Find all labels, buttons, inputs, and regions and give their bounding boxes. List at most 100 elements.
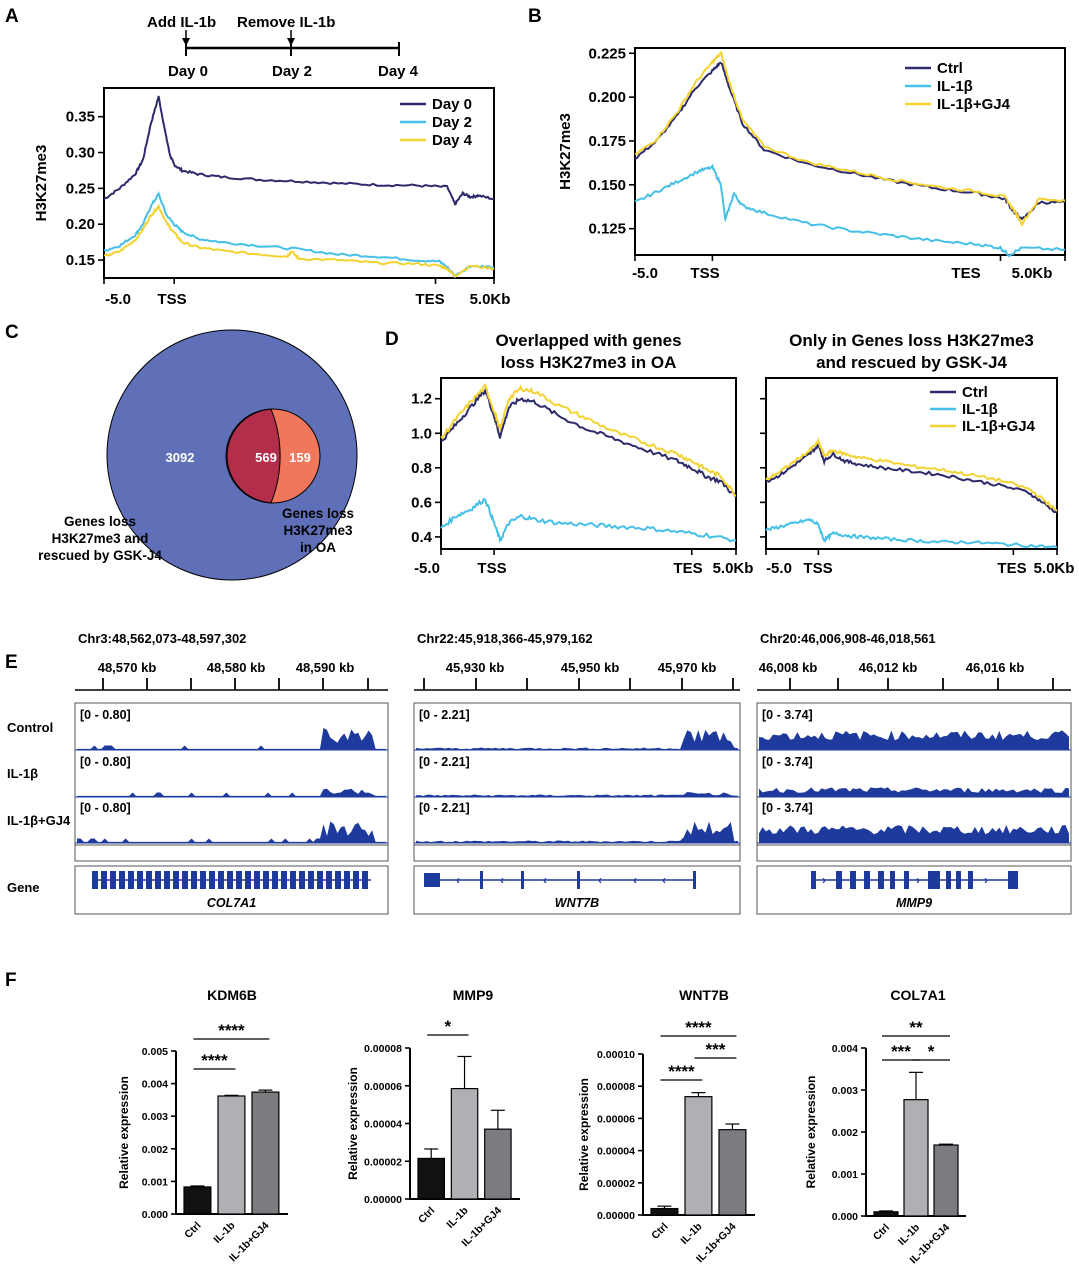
gene-name-2: MMP9 — [896, 896, 932, 910]
gene-exon-0 — [353, 871, 359, 889]
track-signal-1-0 — [416, 729, 738, 750]
bar-x-label-F4-0: Ctrl — [871, 1222, 892, 1243]
gene-exon-0 — [308, 871, 314, 889]
gene-exon-0 — [317, 871, 323, 889]
x-tick-label-A-0: -5.0 — [105, 291, 131, 308]
bar-y-tick-label-F4-0: 0.000 — [832, 1211, 858, 1223]
bar-F4-2 — [933, 1144, 959, 1217]
timeline-arrowhead-0 — [182, 38, 190, 46]
gene-exon-2 — [836, 871, 842, 889]
gene-exon-2 — [811, 871, 816, 889]
bar-y-tick-label-F3-4: 0.00008 — [597, 1081, 635, 1093]
sig-label-F4-1: * — [928, 1042, 935, 1061]
gene-exon-1 — [577, 871, 580, 889]
gene-exon-0 — [209, 871, 215, 889]
sig-label-F3-0: **** — [668, 1062, 695, 1081]
bar-F4-1 — [903, 1099, 929, 1217]
bar-y-tick-label-F1-3: 0.003 — [142, 1111, 168, 1123]
series-line-A-0 — [103, 95, 495, 206]
ruler-label-0-0: 48,570 kb — [98, 660, 157, 675]
ruler-label-2-1: 46,012 kb — [859, 660, 918, 675]
gene-exon-0 — [155, 871, 161, 889]
bar-F1-1 — [217, 1095, 246, 1215]
series-line-D2-2 — [765, 436, 1058, 512]
track-signal-1-2 — [416, 821, 738, 843]
gene-strand-arrow-1: ‹ — [500, 873, 504, 887]
legend-label-B-1: IL-1β — [937, 78, 973, 95]
gene-exon-2 — [946, 871, 951, 889]
bar-x-label-F4-1: IL-1b — [896, 1222, 922, 1248]
panel-label-c: C — [5, 322, 19, 343]
bar-y-tick-label-F3-5: 0.00010 — [597, 1049, 635, 1061]
sig-label-F2-0: * — [445, 1017, 452, 1036]
track-range-1-2: [0 - 2.21] — [419, 801, 470, 815]
bar-y-tick-label-F1-1: 0.001 — [142, 1176, 168, 1188]
bar-y-tick-label-F3-1: 0.00002 — [597, 1178, 635, 1190]
series-line-D1-1 — [440, 497, 737, 543]
x-tick-label-B-1: TSS — [690, 265, 719, 282]
gene-exon-0 — [362, 871, 368, 889]
legend-label-A-2: Day 4 — [432, 132, 473, 149]
track-range-2-0: [0 - 3.74] — [762, 708, 813, 722]
y-tick-label-D1-3: 1.0 — [411, 425, 432, 442]
gene-exon-0 — [254, 871, 260, 889]
timeline-day-0: Day 0 — [168, 63, 208, 80]
gene-exon-0 — [290, 871, 296, 889]
gene-name-1: WNT7B — [555, 896, 599, 910]
venn-label-left-1: H3K27me3 and — [52, 531, 149, 546]
legend-label-D2-1: IL-1β — [962, 401, 998, 418]
venn-label-right-1: H3K27me3 — [283, 523, 353, 538]
bar-x-label-F3-1: IL-1b — [678, 1221, 704, 1247]
track-signal-0-1 — [77, 788, 386, 797]
bar-F3-1 — [684, 1096, 713, 1216]
y-tick-label-A-0: 0.15 — [66, 252, 95, 269]
track-range-1-0: [0 - 2.21] — [419, 708, 470, 722]
legend-label-A-1: Day 2 — [432, 114, 472, 131]
gene-exon-0 — [110, 871, 116, 889]
track-row-label-3: Gene — [7, 880, 40, 895]
bar-F2-0 — [417, 1157, 445, 1200]
series-line-D2-1 — [765, 517, 1058, 549]
bar-y-tick-label-F3-3: 0.00006 — [597, 1113, 635, 1125]
track-range-0-0: [0 - 0.80] — [80, 708, 131, 722]
bar-y-tick-label-F2-3: 0.00006 — [364, 1081, 402, 1093]
y-tick-label-B-0: 0.125 — [588, 221, 626, 238]
x-tick-label-A-1: TSS — [157, 291, 186, 308]
x-tick-label-A-3: 5.0Kb — [470, 291, 511, 308]
gene-strand-arrow-1: ‹ — [662, 873, 666, 887]
y-axis-label-B: H3K27me3 — [557, 113, 574, 190]
ruler-label-2-0: 46,008 kb — [759, 660, 818, 675]
timeline-label-remove: Remove IL-1b — [237, 14, 335, 31]
gene-exon-0 — [299, 871, 305, 889]
gene-exon-1 — [424, 873, 440, 887]
gene-exon-0 — [272, 871, 278, 889]
track-frame-0 — [74, 702, 389, 862]
gene-exon-0 — [137, 871, 143, 889]
gene-exon-0 — [326, 871, 332, 889]
y-tick-label-B-2: 0.175 — [588, 133, 626, 150]
bar-x-label-F1-0: Ctrl — [182, 1220, 203, 1241]
ruler-label-1-1: 45,950 kb — [561, 660, 620, 675]
gene-exon-0 — [245, 871, 251, 889]
locus-coords-2: Chr20:46,006,908-46,018,561 — [760, 631, 936, 646]
sig-label-F4-0: *** — [891, 1042, 911, 1061]
bar-F2-1 — [450, 1087, 479, 1200]
track-signal-2-1 — [759, 787, 1069, 797]
y-tick-label-D1-2: 0.8 — [411, 460, 432, 477]
plot-title-D2-0: Only in Genes loss H3K27me3 — [789, 331, 1034, 350]
bar-y-tick-label-F4-2: 0.002 — [832, 1127, 858, 1139]
timeline-arrowhead-1 — [287, 38, 295, 46]
gene-exon-0 — [92, 871, 98, 889]
bar-y-tick-label-F2-0: 0.00000 — [364, 1194, 402, 1206]
bar-y-tick-label-F4-1: 0.001 — [832, 1169, 858, 1181]
panel-label-d: D — [385, 329, 399, 350]
sig-label-F1-0: **** — [201, 1051, 228, 1070]
gene-exon-2 — [928, 871, 940, 889]
locus-coords-1: Chr22:45,918,366-45,979,162 — [417, 631, 593, 646]
plot-frame-B — [634, 47, 1066, 256]
panel-label-e: E — [5, 652, 18, 673]
y-tick-label-A-4: 0.35 — [66, 109, 95, 126]
legend-label-B-2: IL-1β+GJ4 — [937, 96, 1011, 113]
venn-count-overlap: 569 — [255, 450, 277, 465]
